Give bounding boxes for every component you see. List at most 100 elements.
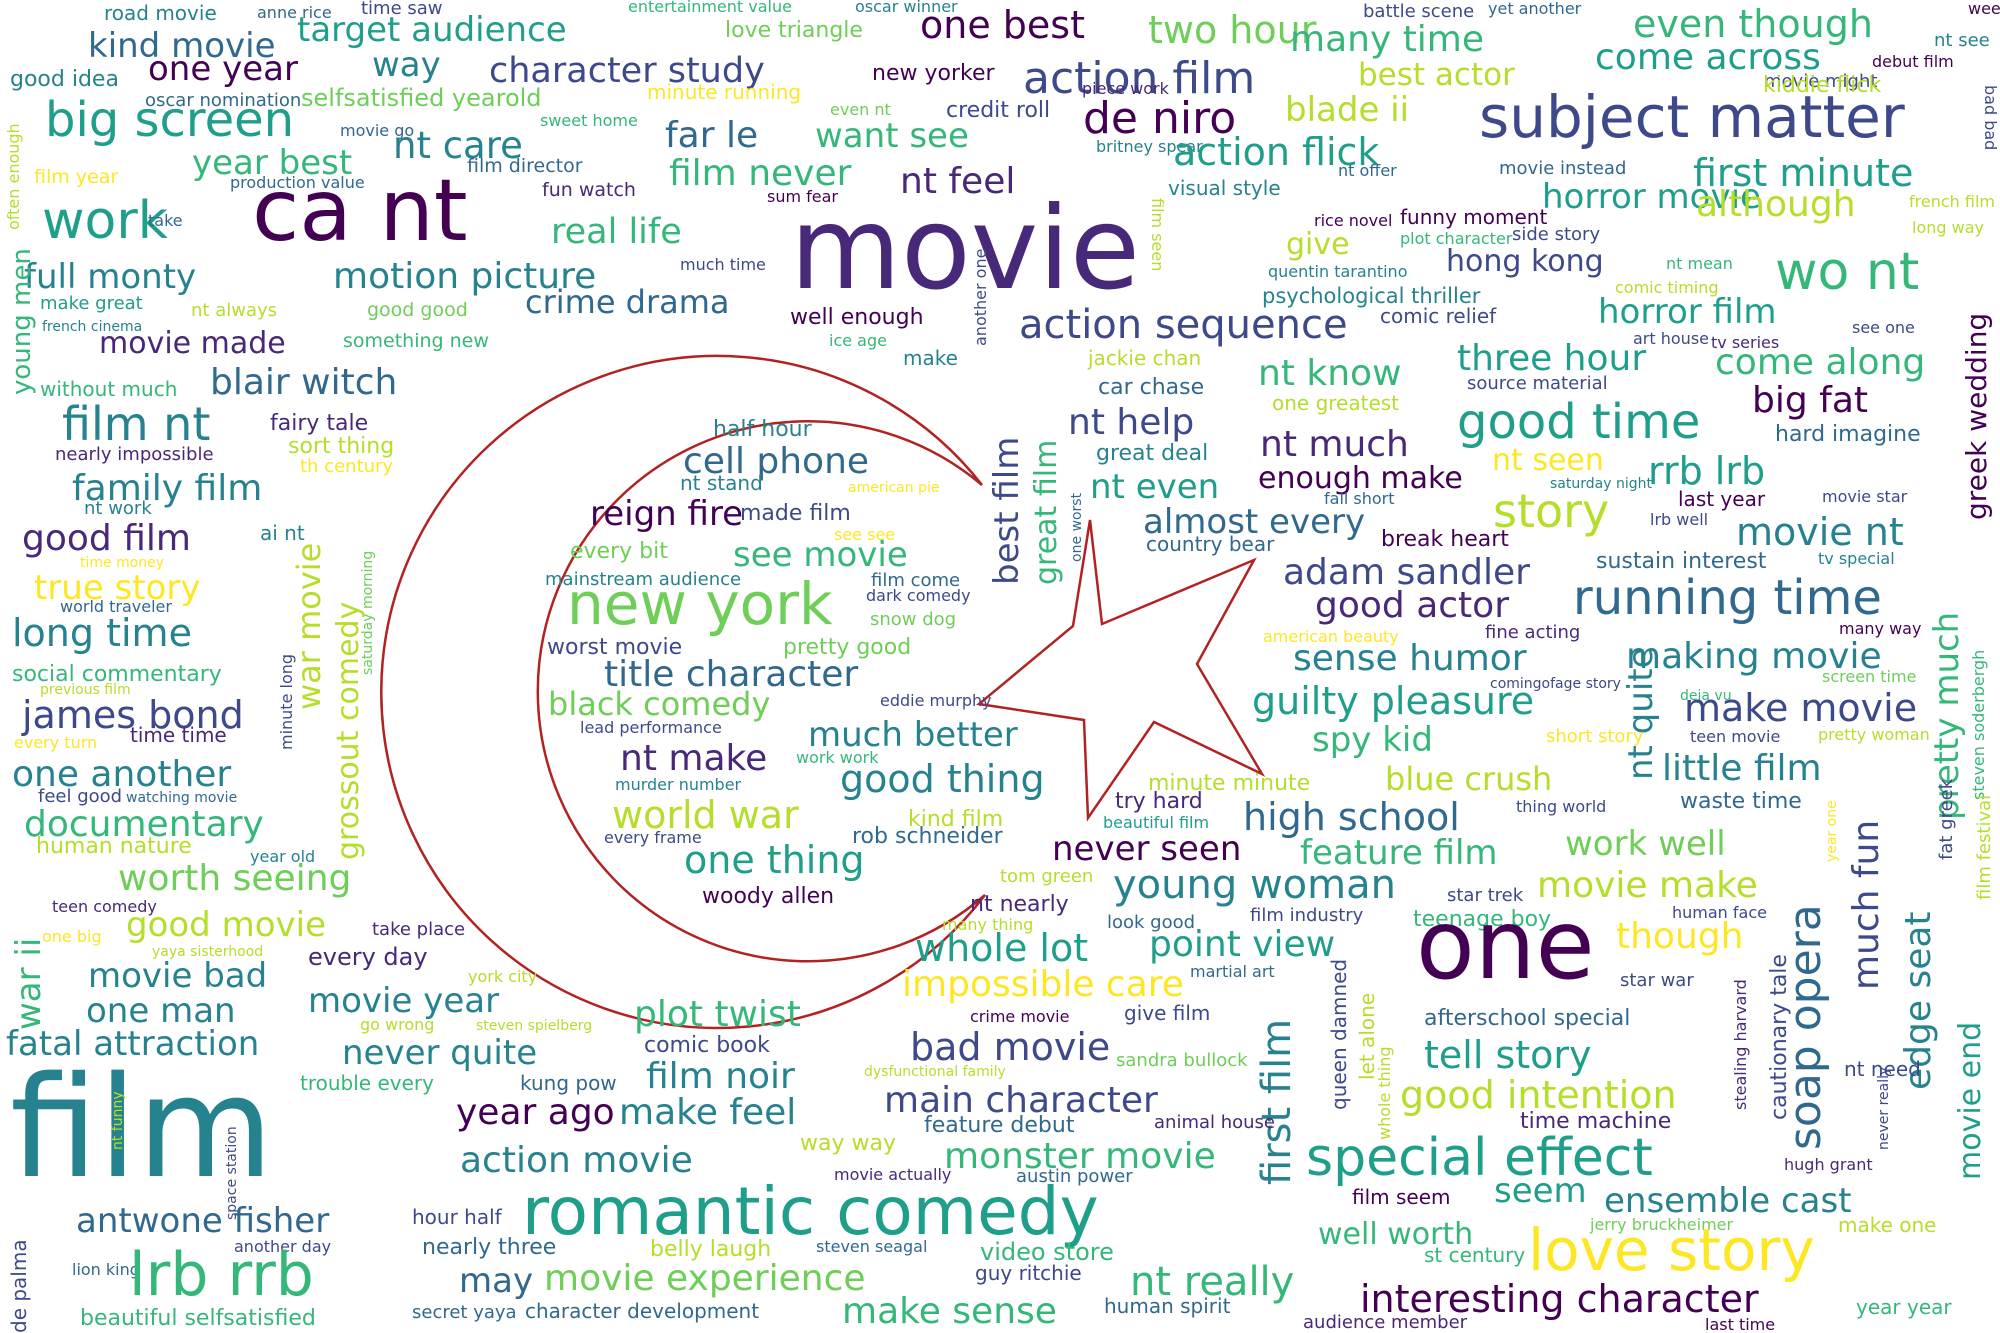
cloud-word: much fun [1846,820,1887,990]
cloud-word: de palma [7,1239,31,1333]
cloud-word: battle scene [1363,1,1474,22]
cloud-word: one worst [1069,492,1085,562]
cloud-word: oscar nomination [145,90,301,111]
cloud-word: human face [1672,903,1767,922]
cloud-word: nt make [620,738,767,779]
cloud-word: movie made [99,326,286,361]
cloud-word: de niro [1083,93,1236,144]
cloud-word: well worth [1318,1217,1473,1252]
cloud-word: character study [489,51,765,91]
cloud-word: minute long [277,654,296,750]
cloud-word: every day [308,943,428,971]
cloud-word: full monty [24,257,196,297]
cloud-word: sum fear [767,187,838,206]
cloud-word: movie actually [834,1165,951,1184]
cloud-word: eddie murphy [880,691,992,710]
cloud-word: screen time [1822,667,1916,686]
cloud-word: trouble every [300,1071,434,1095]
cloud-word: never quite [342,1033,537,1073]
cloud-word: feel good [38,786,122,807]
cloud-word: film industry [1250,905,1364,926]
cloud-word: rice novel [1314,211,1392,230]
cloud-word: one another [12,754,231,795]
cloud-word: feature debut [924,1113,1075,1138]
cloud-word: give film [1124,1001,1210,1025]
cloud-word: st century [1424,1243,1525,1267]
cloud-word: movie end [1953,1022,1988,1180]
cloud-word: blade ii [1285,90,1409,130]
cloud-word: take place [372,919,465,940]
cloud-word: beautiful selfsatisfied [80,1306,316,1331]
cloud-word: break heart [1381,527,1509,552]
cloud-word: movie bad [88,956,267,996]
cloud-word: nt always [191,300,277,321]
cloud-word: whole lot [915,926,1088,970]
cloud-word: title character [604,654,858,695]
cloud-word: little film [1662,748,1822,789]
cloud-word: documentary [24,804,264,845]
cloud-word: want see [815,116,969,156]
cloud-word: work [42,191,168,251]
cloud-word: steven spielberg [476,1018,592,1034]
cloud-word: give [1286,227,1350,262]
cloud-word: pretty much [1927,612,1967,820]
cloud-word: martial art [1190,962,1275,981]
cloud-word: fall short [1324,489,1395,508]
cloud-word: action sequence [1019,302,1348,348]
cloud-word: film festival [1974,795,1995,900]
cloud-word: sustain interest [1596,549,1767,574]
crescent-icon [380,354,986,1030]
cloud-word: monster movie [944,1136,1216,1177]
cloud-word: visual style [1168,176,1281,200]
cloud-word: minute minute [1148,771,1310,796]
cloud-word: true story [34,568,201,608]
cloud-word: spy kid [1312,720,1433,760]
cloud-word: best film [987,437,1027,585]
cloud-word: family film [72,468,262,509]
cloud-word: wee [1968,0,2000,18]
cloud-word: jackie chan [1087,346,1201,370]
cloud-word: come across [1595,37,1821,78]
cloud-word: tv special [1818,549,1895,568]
cloud-word: entertainment value [628,0,792,16]
cloud-word: time time [130,723,227,747]
cloud-word: every frame [604,828,702,847]
cloud-word: movie go [340,121,414,140]
cloud-word: nearly impossible [55,444,214,465]
cloud-word: big fat [1752,380,1868,421]
cloud-word: nt work [84,498,152,519]
cloud-word: thing world [1516,797,1606,816]
cloud-word: adam sandler [1283,552,1530,593]
cloud-word: film come [871,570,960,591]
cloud-word: movie star [1822,487,1908,506]
cloud-word: mainstream audience [545,569,741,590]
cloud-word: york city [468,967,537,986]
cloud-word: time saw [361,0,443,19]
cloud-word: story [1493,484,1609,538]
cloud-word: american beauty [1263,627,1399,646]
cloud-word: young men [7,248,37,395]
cloud-word: year best [192,143,352,183]
cloud-word: human nature [36,834,192,859]
cloud-word: waste time [1680,789,1802,814]
cloud-word: character development [525,1299,759,1323]
cloud-word: action film [1023,53,1255,104]
cloud-word: horror movie [1542,177,1761,217]
cloud-word: nt help [1068,402,1194,443]
cloud-word: love triangle [725,18,863,43]
cloud-word: american pie [848,480,939,496]
cloud-word: world war [612,793,799,837]
cloud-word: social commentary [12,662,222,687]
cloud-word: real life [551,212,682,252]
cloud-word: let alone [1355,993,1379,1080]
cloud-word: seem [1494,1171,1587,1211]
cloud-word: movie experience [544,1258,866,1299]
cloud-word: woody allen [702,884,834,909]
cloud-word: two hour [1148,8,1317,52]
cloud-word: world traveler [60,597,172,616]
cloud-word: subject matter [1479,83,1905,151]
cloud-word: year ago [456,1092,615,1133]
cloud-word: grossout comedy [331,602,366,860]
